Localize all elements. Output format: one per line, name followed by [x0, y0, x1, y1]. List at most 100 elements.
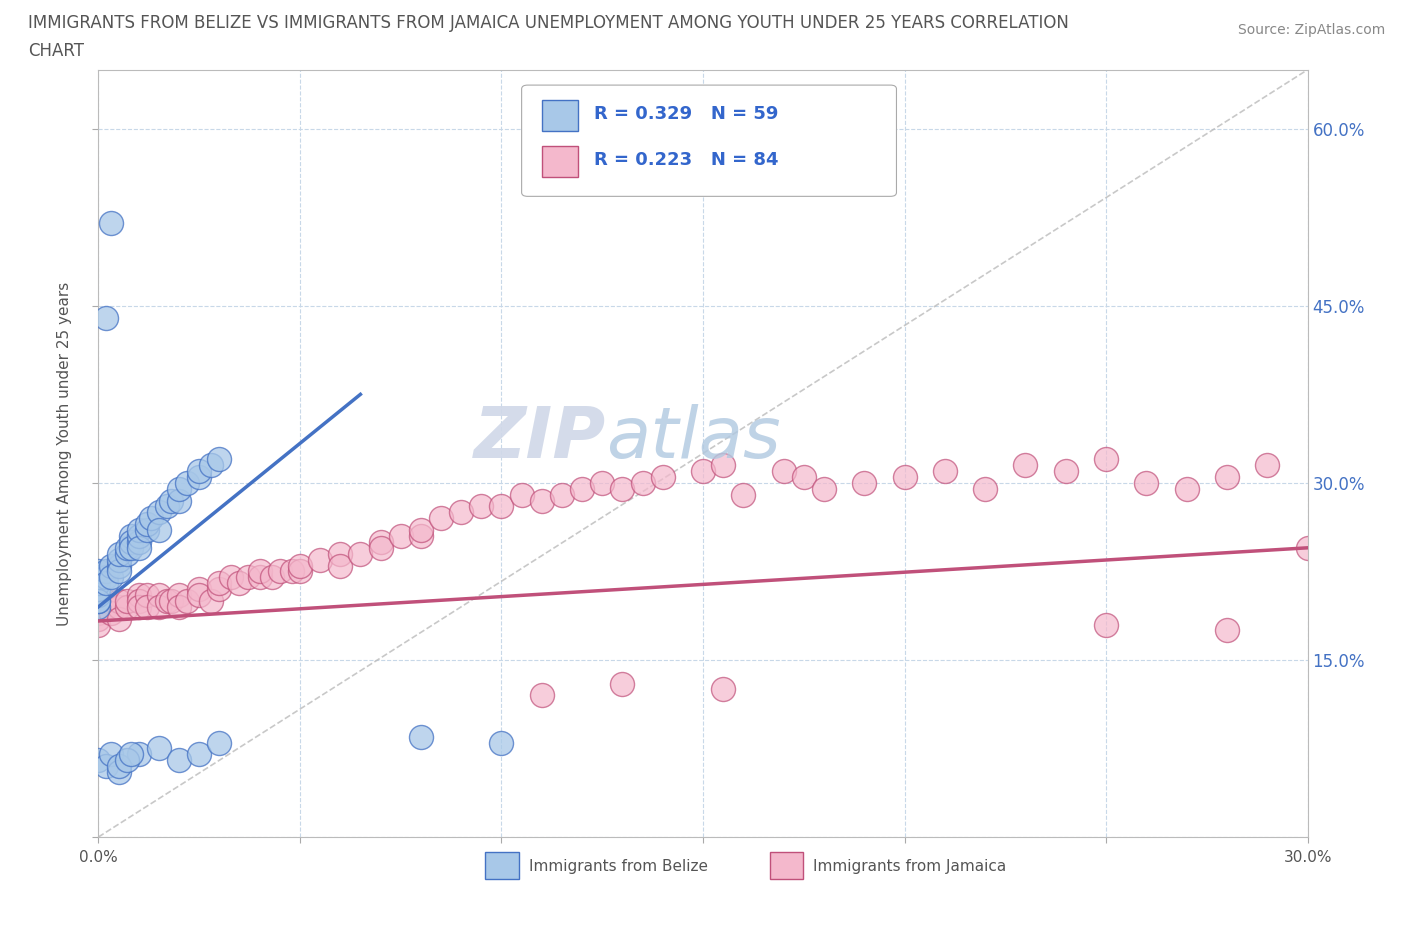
Point — [692, 464, 714, 479]
Point — [100, 558, 122, 573]
Point — [530, 493, 553, 508]
Point — [450, 505, 472, 520]
Point — [934, 464, 956, 479]
Point — [651, 470, 673, 485]
Point — [135, 600, 157, 615]
Point — [208, 452, 231, 467]
Bar — [543, 100, 578, 131]
Point — [491, 499, 513, 514]
Point — [793, 470, 815, 485]
Point — [115, 540, 138, 555]
Text: R = 0.223   N = 84: R = 0.223 N = 84 — [595, 152, 779, 169]
Point — [148, 741, 170, 756]
Point — [107, 764, 129, 779]
Point — [370, 535, 392, 550]
Point — [120, 535, 142, 550]
Point — [87, 605, 110, 620]
Point — [100, 216, 122, 231]
Point — [349, 546, 371, 561]
Point — [288, 564, 311, 578]
Point — [551, 487, 574, 502]
Point — [96, 564, 118, 578]
Point — [1216, 470, 1239, 485]
Point — [135, 517, 157, 532]
Point — [100, 605, 122, 620]
Point — [87, 593, 110, 608]
Point — [128, 540, 150, 555]
Point — [188, 470, 211, 485]
Point — [200, 593, 222, 608]
Point — [96, 593, 118, 608]
Point — [591, 475, 613, 490]
Point — [288, 558, 311, 573]
Point — [128, 535, 150, 550]
Point — [107, 552, 129, 567]
Point — [87, 576, 110, 591]
Point — [96, 759, 118, 774]
Bar — [543, 147, 578, 178]
Point — [128, 600, 150, 615]
Point — [409, 528, 432, 543]
Point — [115, 593, 138, 608]
Point — [87, 593, 110, 608]
Point — [128, 523, 150, 538]
Point — [208, 735, 231, 750]
Point — [329, 558, 352, 573]
Point — [167, 493, 190, 508]
Point — [107, 759, 129, 774]
Point — [236, 570, 259, 585]
Point — [188, 588, 211, 603]
Point — [208, 576, 231, 591]
Point — [1216, 623, 1239, 638]
Point — [631, 475, 654, 490]
Point — [711, 682, 734, 697]
Point — [1135, 475, 1157, 490]
Point — [228, 576, 250, 591]
Point — [1095, 618, 1118, 632]
Point — [100, 570, 122, 585]
Bar — [769, 853, 803, 879]
Text: R = 0.329   N = 59: R = 0.329 N = 59 — [595, 105, 779, 124]
Text: atlas: atlas — [606, 404, 780, 472]
Point — [96, 600, 118, 615]
Point — [974, 482, 997, 497]
Point — [176, 593, 198, 608]
Point — [87, 618, 110, 632]
Point — [208, 581, 231, 596]
Point — [160, 493, 183, 508]
Point — [176, 475, 198, 490]
Point — [370, 540, 392, 555]
Text: Immigrants from Jamaica: Immigrants from Jamaica — [813, 858, 1007, 873]
Point — [148, 523, 170, 538]
Point — [281, 564, 304, 578]
Point — [87, 570, 110, 585]
FancyBboxPatch shape — [522, 86, 897, 196]
Point — [188, 747, 211, 762]
Point — [128, 528, 150, 543]
Point — [148, 505, 170, 520]
Point — [530, 688, 553, 703]
Point — [87, 588, 110, 603]
Point — [711, 458, 734, 472]
Point — [107, 546, 129, 561]
Point — [813, 482, 835, 497]
Point — [329, 546, 352, 561]
Text: IMMIGRANTS FROM BELIZE VS IMMIGRANTS FROM JAMAICA UNEMPLOYMENT AMONG YOUTH UNDER: IMMIGRANTS FROM BELIZE VS IMMIGRANTS FRO… — [28, 14, 1069, 32]
Point — [733, 487, 755, 502]
Point — [87, 593, 110, 608]
Point — [120, 528, 142, 543]
Point — [139, 511, 162, 525]
Point — [221, 570, 243, 585]
Point — [96, 570, 118, 585]
Point — [409, 729, 432, 744]
Point — [571, 482, 593, 497]
Point — [470, 499, 492, 514]
Point — [128, 593, 150, 608]
Point — [612, 676, 634, 691]
Text: CHART: CHART — [28, 42, 84, 60]
Point — [389, 528, 412, 543]
Point — [188, 464, 211, 479]
Text: Source: ZipAtlas.com: Source: ZipAtlas.com — [1237, 23, 1385, 37]
Point — [309, 552, 332, 567]
Point — [96, 576, 118, 591]
